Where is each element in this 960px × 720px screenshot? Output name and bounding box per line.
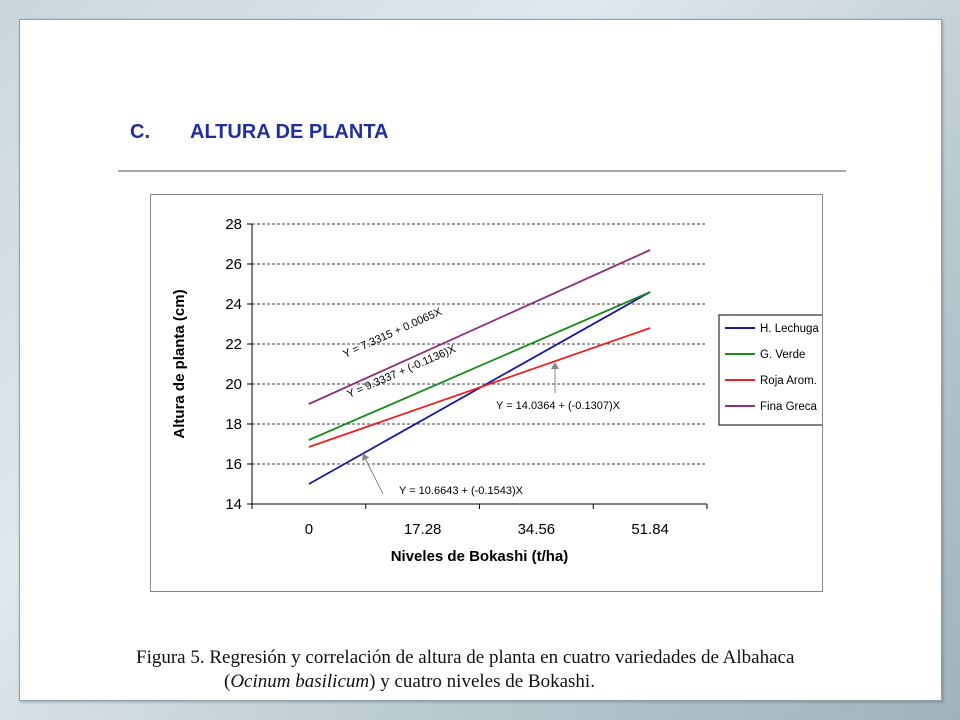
x-axis-title: Niveles de Bokashi (t/ha) [391,548,569,565]
y-tick-label: 14 [225,496,242,513]
y-tick-label: 24 [225,296,242,313]
series-line [308,291,651,441]
legend-label: H. Lechuga [760,323,819,335]
legend-label: G. Verde [760,349,805,361]
series-line [308,327,651,448]
equation-label: Y = 7.3315 + 0.0065X [341,306,444,361]
chart-frame: 14 16 18 20 22 24 26 28 0 17.28 34.56 51.84 Niveles … [150,194,823,592]
legend-label: Roja Arom. [760,375,817,387]
y-tick-label: 26 [225,256,242,273]
y-tick-label: 28 [225,216,242,233]
series-line [308,249,651,405]
caption-line-2: (Ocinum basilicum) y cuatro niveles de B… [136,670,916,694]
section-letter: C. [130,121,150,143]
caption-line-1: Figura 5. Regresión y correlación de alt… [136,647,795,668]
y-tick-label: 20 [225,376,242,393]
figure-caption: Figura 5. Regresión y correlación de alt… [136,646,916,694]
y-tick-label: 22 [225,336,242,353]
x-tick-label: 51.84 [631,521,669,538]
legend-label: Fina Greca [760,401,817,413]
y-tick-label: 18 [225,416,242,433]
slide: C. ALTURA DE PLANTA 14 16 18 20 22 24 26 28 0 17.2… [19,19,942,701]
x-tick-label: 0 [305,521,313,538]
section-title-text: ALTURA DE PLANTA [190,121,389,143]
section-title: C. ALTURA DE PLANTA [130,121,389,144]
caption-paren-open: ( [224,671,231,692]
regression-chart: 14 16 18 20 22 24 26 28 0 17.28 34.56 51.84 Niveles … [171,216,822,565]
y-axis-title: Altura de planta (cm) [171,289,188,438]
equation-label: Y = 10.6643 + (-0.1543)X [399,485,524,497]
x-tick-label: 34.56 [518,521,556,538]
caption-suffix: ) y cuatro niveles de Bokashi. [369,671,595,692]
title-divider [118,170,846,172]
annotation-arrow [362,453,384,495]
y-tick-label: 16 [225,456,242,473]
caption-species: Ocinum basilicum [230,671,370,692]
x-tick-label: 17.28 [404,521,442,538]
equation-label: Y = 14.0364 + (-0.1307)X [496,400,621,412]
